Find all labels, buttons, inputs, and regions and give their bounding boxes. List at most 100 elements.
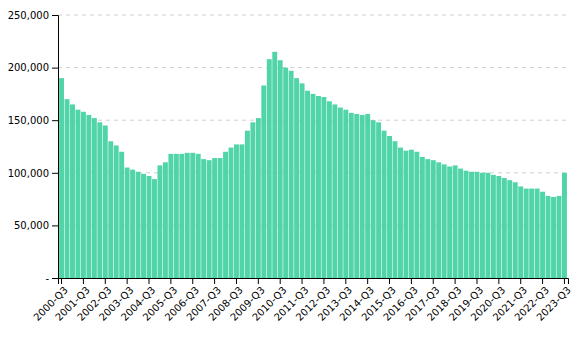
bar — [453, 165, 458, 278]
bar — [546, 196, 551, 278]
x-tick-mark — [127, 278, 128, 284]
bar — [81, 112, 86, 278]
bar — [234, 144, 239, 278]
bar — [256, 118, 261, 278]
bar — [141, 174, 146, 278]
bar — [218, 158, 223, 278]
x-tick-mark — [280, 278, 281, 284]
y-tick-label: - — [45, 273, 49, 284]
bar — [409, 150, 414, 278]
y-tick-label: 100,000 — [8, 168, 49, 179]
bar — [371, 120, 376, 278]
bar — [261, 85, 266, 278]
x-tick-mark — [411, 278, 412, 284]
plot: -50,000100,000150,000200,000250,0002000-… — [8, 10, 573, 323]
y-tick: 150,000 — [8, 115, 58, 126]
y-tick-label: 50,000 — [14, 220, 49, 231]
bar — [179, 154, 184, 278]
y-tick: 250,000 — [8, 10, 58, 21]
bar — [354, 114, 359, 278]
bar — [360, 115, 365, 278]
y-tick-label: 200,000 — [8, 62, 49, 73]
bar — [130, 170, 135, 278]
bar — [311, 94, 316, 278]
bar — [119, 152, 124, 278]
bar — [458, 169, 463, 278]
x-tick-mark — [170, 278, 171, 284]
bar — [239, 144, 244, 278]
x-tick-mark — [520, 278, 521, 284]
bars — [59, 52, 567, 278]
bar — [524, 189, 529, 278]
bar — [86, 115, 91, 278]
bar — [185, 153, 190, 278]
bar — [114, 145, 119, 278]
bar — [250, 122, 255, 278]
x-tick-mark — [236, 278, 237, 284]
bar — [300, 83, 305, 278]
y-axis: - 50,000 100,000 150,000 200,000 250,000 — [8, 10, 59, 284]
x-tick-mark — [61, 278, 62, 284]
bar — [136, 172, 141, 278]
bar — [535, 189, 540, 278]
y-tick-label: 150,000 — [8, 115, 49, 126]
x-tick-mark — [367, 278, 368, 284]
bar — [338, 108, 343, 278]
bar — [278, 60, 283, 278]
x-tick-mark — [192, 278, 193, 284]
bar — [103, 125, 108, 278]
bar — [223, 152, 228, 278]
x-axis-line — [59, 279, 569, 285]
bar — [267, 59, 272, 278]
y-tick: - — [45, 273, 58, 284]
x-tick-mark — [149, 278, 150, 284]
bar — [207, 160, 212, 278]
y-axis-line — [52, 16, 59, 279]
bar — [507, 180, 512, 278]
bar — [349, 113, 354, 278]
bar — [496, 176, 501, 278]
grid-line — [58, 67, 568, 68]
bar — [485, 173, 490, 278]
x-tick-mark — [542, 278, 543, 284]
grid-line — [58, 15, 568, 16]
bar — [174, 154, 179, 278]
y-tick-label: 250,000 — [8, 10, 49, 21]
x-tick-mark — [564, 278, 565, 284]
grid — [58, 15, 568, 278]
bar — [540, 192, 545, 278]
x-tick-mark — [345, 278, 346, 284]
y-tick: 50,000 — [14, 220, 58, 231]
bar — [436, 162, 441, 278]
x-tick-mark — [389, 278, 390, 284]
bar — [305, 91, 310, 278]
bar — [425, 159, 430, 278]
y-tick-mark — [52, 278, 58, 279]
chart: -50,000100,000150,000200,000250,0002000-… — [0, 0, 580, 340]
bar — [65, 99, 70, 278]
bar — [447, 166, 452, 278]
y-tick-mark — [52, 225, 58, 226]
bar — [393, 141, 398, 278]
x-tick-mark — [83, 278, 84, 284]
y-tick: 200,000 — [8, 62, 58, 73]
bar — [376, 122, 381, 278]
bar — [403, 151, 408, 278]
x-tick-mark — [455, 278, 456, 284]
x-tick: 2023-Q3 — [534, 278, 573, 323]
x-tick-mark — [498, 278, 499, 284]
bar — [442, 164, 447, 278]
bar — [332, 104, 337, 278]
bar — [387, 136, 392, 278]
x-tick-mark — [323, 278, 324, 284]
bar — [398, 148, 403, 278]
bar — [168, 154, 173, 278]
bar — [431, 160, 436, 278]
bar — [272, 52, 277, 278]
bar — [212, 158, 217, 278]
bar — [502, 178, 507, 278]
bar — [365, 114, 370, 278]
x-tick-label: 2023-Q3 — [534, 284, 573, 323]
bar — [70, 104, 75, 278]
bar — [59, 78, 64, 278]
